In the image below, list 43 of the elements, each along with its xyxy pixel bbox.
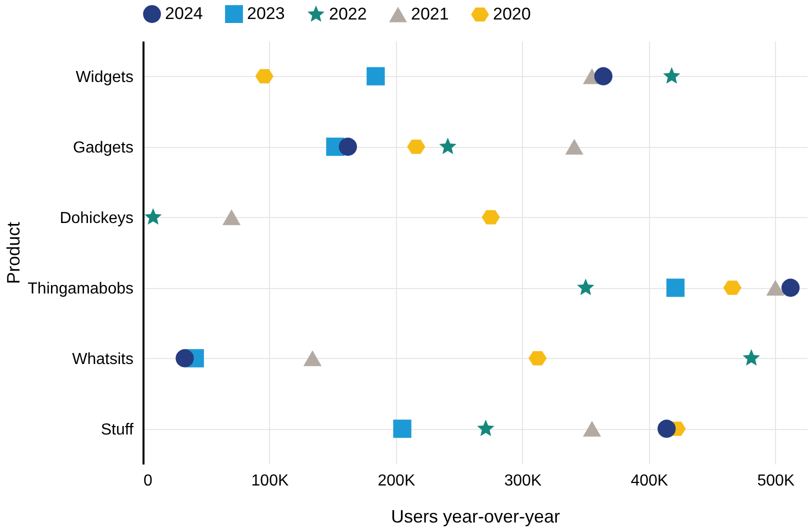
point bbox=[439, 138, 456, 154]
legend-label: 2021 bbox=[411, 4, 449, 24]
point bbox=[666, 278, 685, 297]
point bbox=[663, 67, 680, 84]
point bbox=[303, 350, 322, 366]
x-tick-label: 300K bbox=[504, 472, 542, 490]
point bbox=[565, 138, 584, 155]
point bbox=[338, 138, 357, 156]
point bbox=[407, 140, 426, 154]
point bbox=[766, 280, 784, 296]
point bbox=[144, 208, 162, 225]
point bbox=[477, 420, 494, 436]
y-tick-label: Whatsits bbox=[72, 350, 134, 368]
legend-label: 2023 bbox=[247, 4, 285, 24]
point bbox=[482, 210, 500, 224]
y-axis-title: Product bbox=[4, 222, 24, 284]
y-tick-label: Thingamabobs bbox=[28, 280, 134, 298]
point bbox=[176, 349, 194, 368]
legend-label: 2020 bbox=[493, 4, 531, 24]
x-tick-label: 500K bbox=[757, 472, 795, 490]
point bbox=[781, 278, 800, 297]
y-tick-label: Gadgets bbox=[73, 139, 134, 156]
point bbox=[366, 67, 385, 86]
y-tick-label: Widgets bbox=[76, 68, 134, 86]
y-tick-label: Dohickeys bbox=[60, 210, 134, 227]
point bbox=[742, 349, 760, 366]
point bbox=[222, 209, 241, 226]
point bbox=[393, 420, 412, 438]
point bbox=[577, 278, 594, 296]
x-axis-title: Users year-over-year bbox=[390, 506, 560, 526]
x-tick-label: 200K bbox=[378, 472, 416, 490]
point bbox=[582, 420, 602, 437]
y-tick-label: Stuff bbox=[100, 421, 134, 438]
legend-label: 2024 bbox=[165, 4, 203, 24]
point bbox=[255, 69, 274, 84]
x-tick-label: 400K bbox=[630, 472, 668, 490]
point bbox=[658, 420, 676, 438]
point bbox=[723, 280, 742, 295]
x-tick-label: 0 bbox=[144, 472, 152, 490]
legend-label: 2022 bbox=[329, 4, 367, 24]
point bbox=[528, 351, 547, 366]
point bbox=[594, 67, 612, 86]
x-tick-label: 100K bbox=[251, 472, 289, 490]
